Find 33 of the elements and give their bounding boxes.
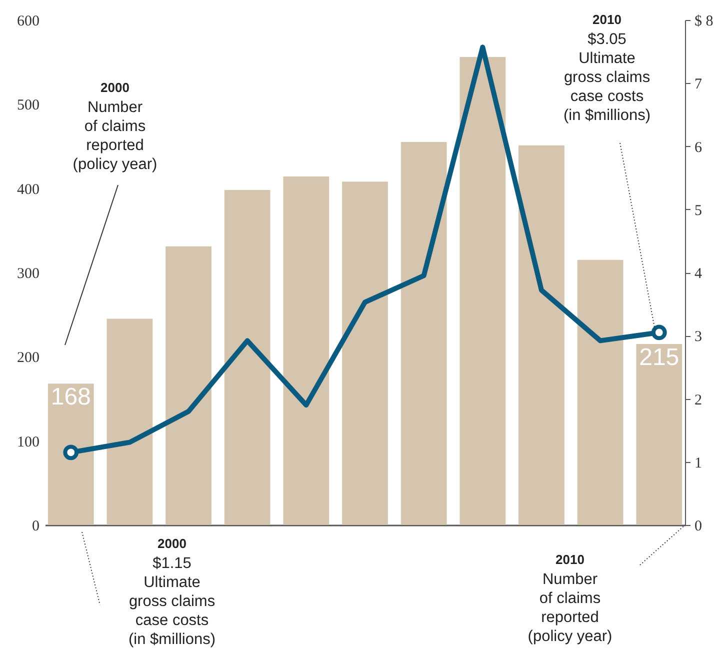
bar <box>283 176 330 525</box>
bar <box>460 57 506 525</box>
bar <box>577 260 624 525</box>
bar <box>48 384 94 525</box>
bar <box>400 142 447 525</box>
y2-tick-label: 7 <box>694 76 702 93</box>
y-tick-label: 200 <box>17 350 40 366</box>
bar <box>518 145 564 525</box>
y-tick-label: 600 <box>17 14 40 30</box>
y2-tick-label: 1 <box>694 455 702 472</box>
y-tick-label: 0 <box>32 518 40 534</box>
bar <box>636 344 682 525</box>
text: 2000 $1.15 Ultimate gross claims case costs (in $millions) <box>128 536 216 648</box>
bar <box>106 318 153 525</box>
data-label: 215 <box>639 344 680 372</box>
y2-tick-label: 3 <box>694 329 702 346</box>
y-tick-label: 100 <box>17 434 40 450</box>
y2-tick-label: 2 <box>694 392 702 408</box>
bar <box>166 246 212 525</box>
y-tick-label: 400 <box>17 182 40 198</box>
y2-tick-label: 0 <box>694 518 702 534</box>
annotation: 2000 Number of claims reported (policy year) <box>72 80 158 173</box>
bar <box>224 190 270 525</box>
data-label: 168 <box>50 384 91 411</box>
y2-tick-label: $ 8 <box>694 14 714 30</box>
y-tick-label: 500 <box>17 98 40 114</box>
y2-tick-label: 4 <box>694 266 702 282</box>
y2-tick-label: 6 <box>694 140 702 156</box>
annotation: 2010 $3.05 Ultimate gross claims case costs (in $millions) <box>564 12 650 124</box>
bar <box>342 182 388 525</box>
y-tick-label: 300 <box>17 266 40 282</box>
y2-tick-label: 5 <box>694 202 702 219</box>
text: 2010 Number of claims reported (policy year) <box>528 552 612 645</box>
